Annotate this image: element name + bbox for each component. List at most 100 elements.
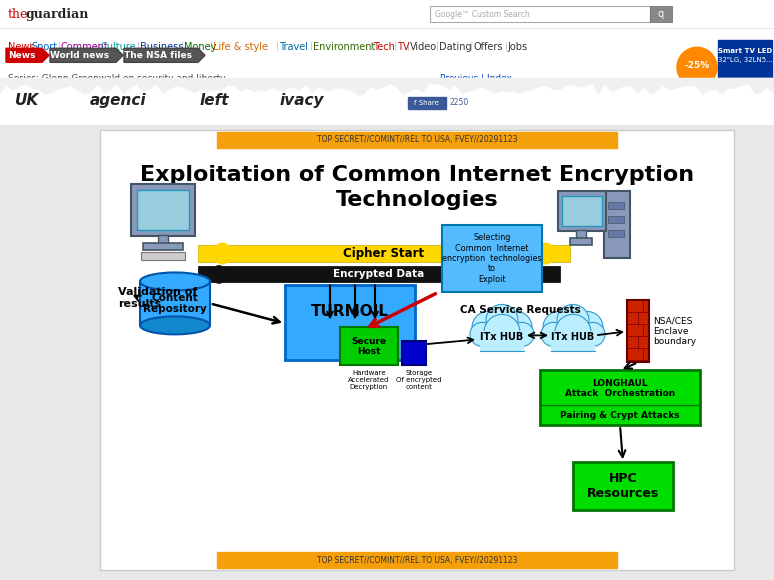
Circle shape <box>677 47 717 88</box>
Text: TOP SECRET//COMINT//REL TO USA, FVEY//20291123: TOP SECRET//COMINT//REL TO USA, FVEY//20… <box>317 135 517 144</box>
Bar <box>608 202 624 209</box>
Text: Technologies: Technologies <box>336 190 498 209</box>
Text: -25%: -25% <box>684 61 710 70</box>
Circle shape <box>541 322 565 346</box>
Bar <box>217 132 617 148</box>
Bar <box>718 40 772 89</box>
Bar <box>141 252 185 260</box>
Text: TV: TV <box>397 42 409 52</box>
Text: Cipher Start: Cipher Start <box>344 247 425 260</box>
Circle shape <box>543 311 575 343</box>
Text: ITx HUB: ITx HUB <box>481 332 524 342</box>
Bar <box>100 130 734 570</box>
Bar <box>158 234 168 244</box>
Bar <box>718 78 772 89</box>
Bar <box>198 245 570 263</box>
Circle shape <box>557 304 589 336</box>
Text: News: News <box>8 42 35 52</box>
Text: Secure
Host: Secure Host <box>351 336 386 356</box>
Text: guardian: guardian <box>26 8 89 21</box>
Circle shape <box>486 304 518 336</box>
Bar <box>430 6 650 22</box>
Circle shape <box>500 311 532 343</box>
Text: Google™ Custom Search: Google™ Custom Search <box>435 10 529 19</box>
Circle shape <box>472 311 504 343</box>
Text: Sport: Sport <box>32 42 58 52</box>
Bar <box>608 230 624 237</box>
Text: Video: Video <box>410 42 437 52</box>
Bar <box>608 216 624 223</box>
Text: UK: UK <box>15 93 39 107</box>
Bar <box>573 462 673 510</box>
Text: CA Service Requests: CA Service Requests <box>460 306 580 316</box>
Bar <box>198 266 560 282</box>
Circle shape <box>484 314 520 350</box>
Text: Culture: Culture <box>100 42 135 52</box>
Text: Comment: Comment <box>61 42 108 52</box>
Bar <box>551 331 595 351</box>
Circle shape <box>510 322 534 346</box>
Text: Dating: Dating <box>439 42 472 52</box>
Bar <box>650 6 672 22</box>
Text: Life & style: Life & style <box>213 42 269 52</box>
Text: Hardware
Accelerated
Decryption: Hardware Accelerated Decryption <box>348 370 389 390</box>
Circle shape <box>470 322 494 346</box>
Text: ivacy: ivacy <box>280 93 324 107</box>
Bar <box>627 300 649 362</box>
Bar <box>442 224 542 292</box>
Bar <box>217 552 617 568</box>
Circle shape <box>581 322 605 346</box>
Text: HPC
Resources: HPC Resources <box>587 472 659 500</box>
Text: TURMOIL: TURMOIL <box>311 304 389 319</box>
Bar <box>540 370 700 425</box>
Text: Exploitation of Common Internet Encryption: Exploitation of Common Internet Encrypti… <box>140 165 694 184</box>
Text: Smart TV LED: Smart TV LED <box>717 48 772 55</box>
Bar <box>570 238 592 245</box>
Text: Pairing & Crypt Attacks: Pairing & Crypt Attacks <box>560 411 680 420</box>
Bar <box>562 195 602 226</box>
Text: ITx HUB: ITx HUB <box>551 332 594 342</box>
Text: Series: Glenn Greenwald on security and liberty: Series: Glenn Greenwald on security and … <box>8 74 226 84</box>
Ellipse shape <box>140 273 210 291</box>
Text: the: the <box>8 8 29 21</box>
Text: Content
Repository: Content Repository <box>143 293 207 314</box>
Text: Money: Money <box>184 42 217 52</box>
FancyArrow shape <box>50 48 123 63</box>
Text: 2250: 2250 <box>450 98 469 107</box>
Circle shape <box>555 314 591 350</box>
Text: Encrypted Data: Encrypted Data <box>334 270 425 280</box>
Text: LONGHAUL
Attack  Orchestration: LONGHAUL Attack Orchestration <box>565 379 675 398</box>
Text: Jobs: Jobs <box>508 42 528 52</box>
Text: NSA/CES
Enclave
boundary: NSA/CES Enclave boundary <box>653 317 696 346</box>
Text: Environment: Environment <box>313 42 375 52</box>
Bar <box>558 191 606 230</box>
Bar <box>140 281 210 325</box>
Text: q: q <box>658 9 664 19</box>
Bar <box>604 191 630 259</box>
Bar <box>340 327 398 365</box>
Text: Travel: Travel <box>279 42 307 52</box>
Text: Business: Business <box>139 42 183 52</box>
Text: Offers: Offers <box>474 42 503 52</box>
Text: left: left <box>200 93 230 107</box>
FancyArrow shape <box>6 48 49 63</box>
Text: Storage
Of encrypted
content: Storage Of encrypted content <box>396 370 442 390</box>
Bar <box>576 230 586 238</box>
Bar <box>137 190 189 230</box>
Text: 32"LG, 32LN5...: 32"LG, 32LN5... <box>717 57 772 63</box>
Text: News: News <box>9 51 36 60</box>
Text: Previous | Index: Previous | Index <box>440 74 512 84</box>
Bar <box>131 184 195 235</box>
Bar <box>285 285 415 360</box>
Circle shape <box>571 311 603 343</box>
Text: agenci: agenci <box>90 93 146 107</box>
Text: World news: World news <box>50 51 110 60</box>
Text: Validation of
results: Validation of results <box>118 288 197 309</box>
Bar <box>402 342 426 365</box>
Text: Selecting
Common  Internet
encryption  technologies
to
Exploit: Selecting Common Internet encryption tec… <box>442 233 542 284</box>
Text: The NSA files: The NSA files <box>124 51 192 60</box>
Ellipse shape <box>140 317 210 335</box>
Text: News: News <box>8 79 12 81</box>
Bar <box>480 331 524 351</box>
FancyArrow shape <box>124 48 205 63</box>
